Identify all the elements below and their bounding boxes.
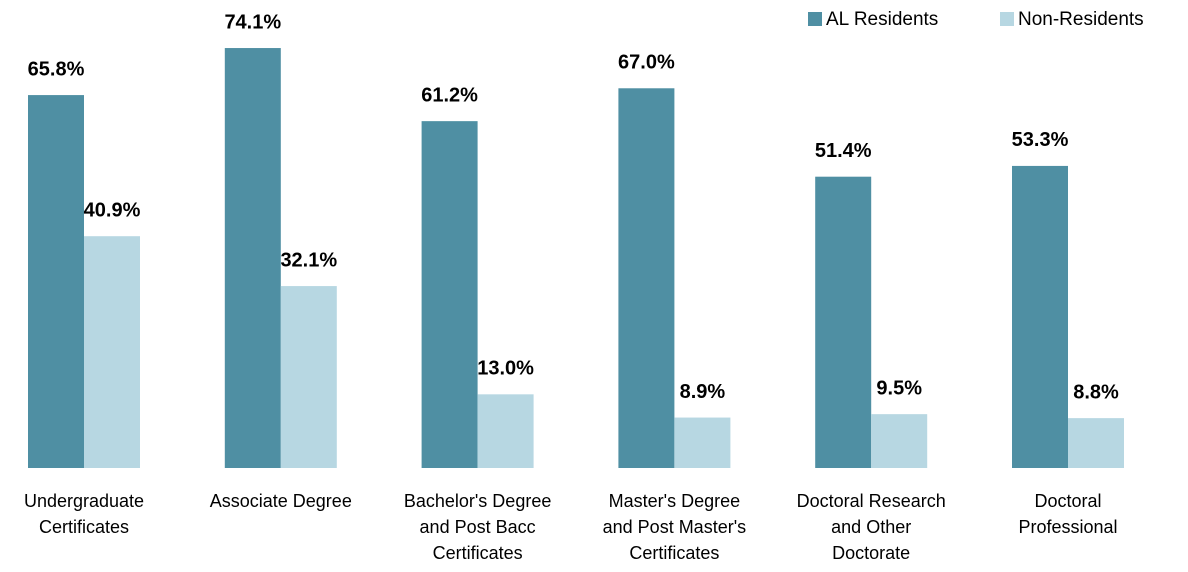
bar — [871, 414, 928, 468]
value-label: 61.2% — [421, 84, 478, 106]
bar — [84, 236, 140, 468]
bar — [674, 417, 731, 468]
value-label: 32.1% — [280, 249, 337, 271]
legend-text: AL Residents — [826, 9, 938, 30]
legend-text: Non-Residents — [1018, 9, 1144, 30]
value-label: 8.8% — [1073, 381, 1119, 403]
x-tick-label: Bachelor's Degree and Post Bacc Certific… — [403, 491, 552, 563]
value-label: 65.8% — [28, 58, 85, 80]
value-label: 40.9% — [84, 199, 141, 221]
bar — [1012, 165, 1068, 469]
bar — [224, 48, 281, 469]
bar — [280, 286, 337, 468]
value-label: 13.0% — [477, 358, 534, 380]
value-label: 53.3% — [1012, 129, 1069, 151]
value-label: 51.4% — [815, 140, 872, 162]
bar — [618, 88, 675, 468]
value-label: 8.9% — [680, 381, 726, 403]
value-label: 9.5% — [876, 377, 922, 399]
bar — [421, 121, 478, 469]
bar — [28, 95, 84, 469]
value-label: 67.0% — [618, 52, 675, 74]
value-label: 74.1% — [224, 11, 281, 33]
legend-swatch — [808, 12, 822, 26]
legend-swatch — [1000, 12, 1014, 26]
bar — [477, 394, 534, 468]
x-tick-label: Master's Degree and Post Master's Certif… — [602, 491, 747, 563]
x-tick-label: Doctoral Research and Other Doctorate — [796, 491, 946, 563]
bar — [1068, 418, 1124, 468]
bar — [815, 176, 872, 469]
x-tick-label: Undergraduate Certificates — [23, 491, 145, 537]
x-tick-label: Associate Degree — [209, 491, 352, 511]
x-tick-label: Doctoral Professional — [1018, 491, 1118, 537]
